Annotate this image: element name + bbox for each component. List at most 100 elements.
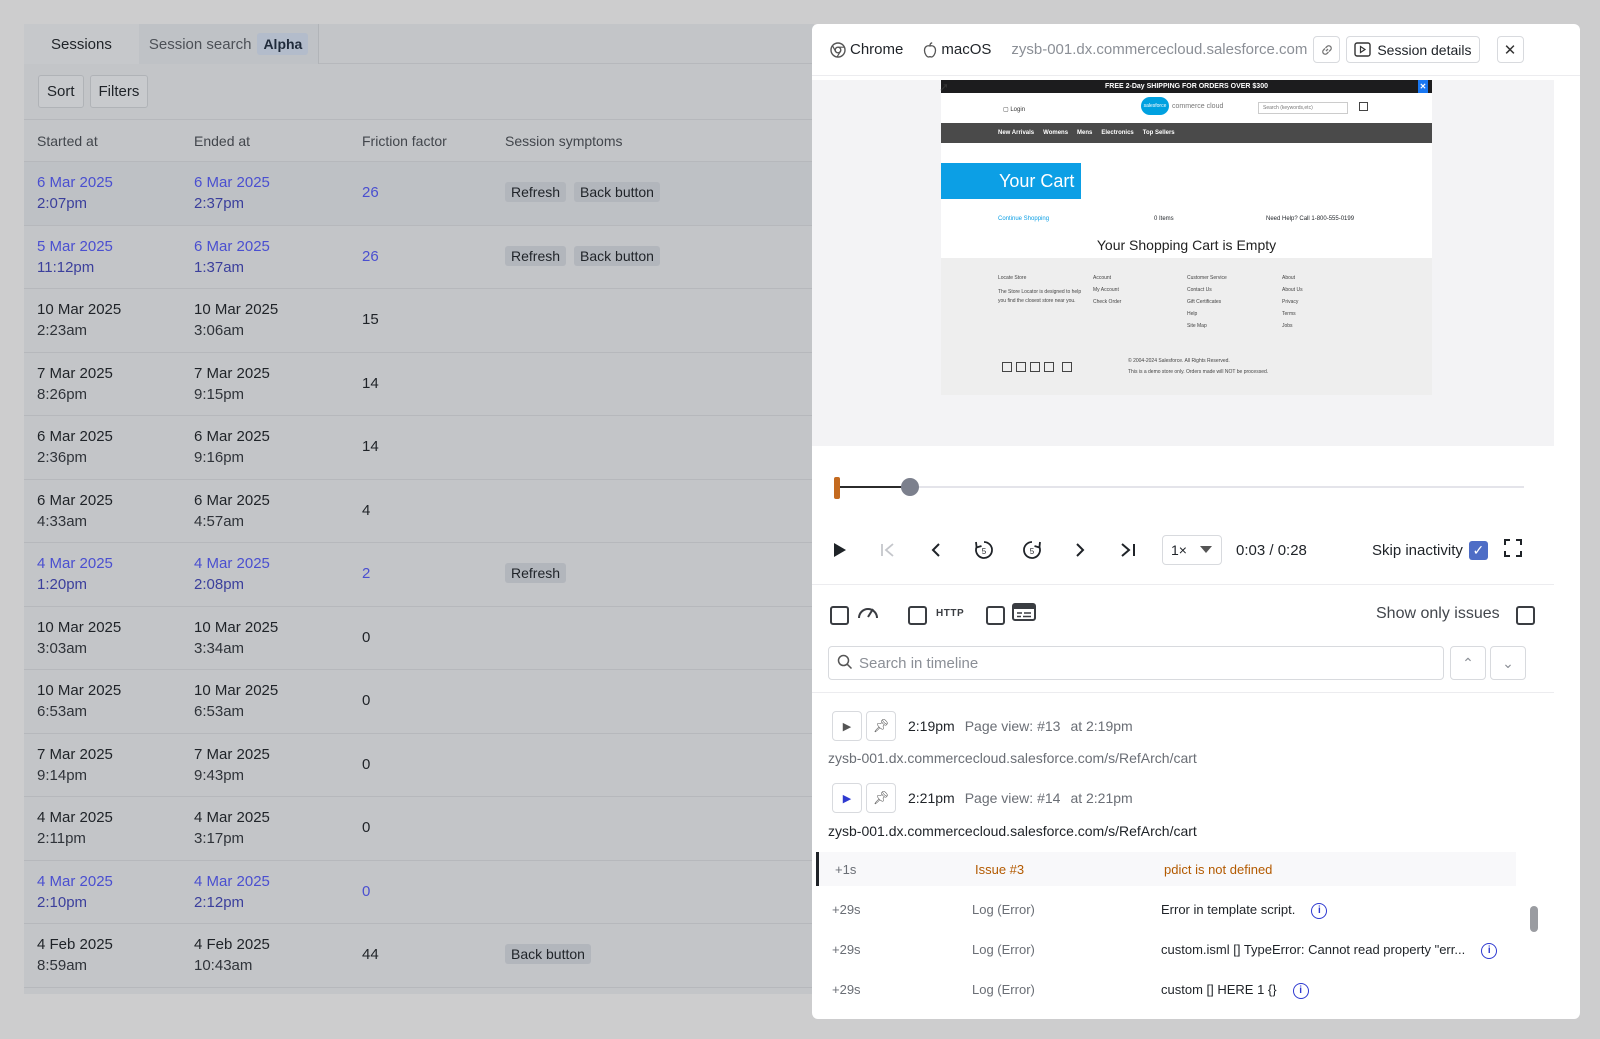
symptom-chip: Back button [505,944,591,964]
info-icon[interactable]: i [1311,902,1328,919]
timeline-search-input[interactable]: Search in timeline [828,646,1444,680]
end-date: 4 Mar 2025 [194,555,270,572]
tab-sessions[interactable]: Sessions [24,24,139,64]
timeline-event[interactable]: +29s Log (Error) Error in template scrip… [816,892,1516,926]
fullscreen-button[interactable] [1504,538,1522,562]
play-button[interactable] [828,538,852,562]
timeline-event[interactable]: +29s Log (Error) custom [] HERE 1 {} i [816,972,1516,1006]
filter-http-checkbox[interactable] [908,606,927,625]
filter-console-checkbox[interactable] [986,606,1005,625]
forward-5s-button[interactable]: 5 [1020,538,1044,562]
play-icon [834,543,846,557]
timeline-scrollbar[interactable] [1530,906,1538,932]
end-time: 9:43pm [194,766,245,784]
skip-inactivity-checkbox[interactable]: ✓ [1468,540,1488,560]
start-date: 10 Mar 2025 [37,301,122,318]
table-row[interactable]: 6 Mar 2025 2:36pm 6 Mar 2025 9:16pm 14 [24,416,814,480]
play-square-icon [1354,42,1372,57]
replay-scrubber[interactable] [834,472,1530,502]
table-row[interactable]: 10 Mar 2025 3:03am 10 Mar 2025 3:34am 0 [24,607,814,670]
tab-session-search[interactable]: Session search Alpha [138,24,320,64]
end-date: 4 Mar 2025 [194,872,270,890]
close-button[interactable]: ✕ [1496,36,1524,63]
event-offset: +29s [832,902,861,917]
table-row[interactable]: 10 Mar 2025 6:53am 10 Mar 2025 6:53am 0 [24,670,814,734]
timecode: 0:03 / 0:28 [1236,541,1307,559]
rewind-5s-button[interactable]: 5 [972,538,996,562]
timeline-event-issue[interactable]: +1s Issue #3 pdict is not defined [816,852,1516,886]
filter-performance-checkbox[interactable] [830,606,849,625]
play-icon: ▶ [842,720,852,733]
show-only-issues-toggle[interactable]: Show only issues [1376,605,1500,623]
replay-viewport[interactable]: FREE 2-Day SHIPPING FOR ORDERS OVER $300… [812,80,1554,446]
header-session-symptoms[interactable]: Session symptoms [505,132,623,149]
skip-inactivity-toggle[interactable]: Skip inactivity ✓ [1372,540,1488,560]
scrubber-track[interactable] [834,486,1524,488]
rewind-5-icon: 5 [975,541,993,559]
os-name: macOS [941,41,992,58]
footer-col-store: Locate Store The Store Locator is design… [998,272,1083,306]
pin-button[interactable]: 📌︎ [866,711,896,741]
chevron-up-icon: ⌃ [1462,654,1474,671]
start-time: 6:53am [37,703,88,720]
divider [812,584,1554,585]
speedometer-icon [856,602,880,628]
started-at-cell: 5 Mar 2025 11:12pm [37,236,113,278]
copy-link-button[interactable] [1313,36,1341,63]
next-event-button[interactable] [1068,538,1092,562]
filters-button[interactable]: Filters [89,75,149,108]
table-row[interactable]: 4 Feb 2025 8:59am 4 Feb 2025 10:43am 44 Back … [24,924,814,988]
end-time: 2:37pm [194,195,245,212]
pageview-play-button[interactable]: ▶ [832,783,862,813]
show-only-issues-label: Show only issues [1376,605,1500,622]
event-kind: Log (Error) [972,982,1035,997]
header-ended-at[interactable]: Ended at [194,132,251,149]
timeline-event[interactable]: +29s Log (Error) custom.isml [] TypeErro… [816,932,1516,966]
show-only-issues-checkbox[interactable] [1516,606,1535,625]
timeline-filters: HTTP Show only issues [812,596,1554,632]
table-row[interactable]: 10 Mar 2025 2:23am 10 Mar 2025 3:06am 15 [24,289,814,353]
search-next-button[interactable]: ⌄ [1490,646,1526,680]
table-row[interactable]: 4 Mar 2025 2:11pm 4 Mar 2025 3:17pm 0 [24,797,814,861]
table-row[interactable]: 7 Mar 2025 8:26pm 7 Mar 2025 9:15pm 14 [24,353,814,416]
start-date: 4 Feb 2025 [37,936,113,953]
symptoms-cell: Back button [505,944,591,964]
table-row[interactable]: 4 Mar 2025 1:20pm 4 Mar 2025 2:08pm 2 Refresh [24,543,814,607]
skip-to-end-button[interactable] [1116,538,1140,562]
player-controls: 5 5 1× 0:03 / 0:28 Skip inactivity ✓ [812,528,1554,572]
footer-col-account: Account My Account Check Order [1093,272,1178,308]
end-time: 3:17pm [194,830,245,847]
help-line: Need Help? Call 1-800-555-0199 [1266,216,1355,222]
previous-event-button[interactable] [924,538,948,562]
header-friction-factor[interactable]: Friction factor [362,132,447,149]
pageview-play-button[interactable]: ▶ [832,711,862,741]
pageview-time: 2:19pm [908,718,955,734]
end-time: 10:43am [194,957,253,974]
divider [812,692,1554,693]
table-row[interactable]: 4 Mar 2025 2:10pm 4 Mar 2025 2:12pm 0 [24,861,814,924]
event-message: pdict is not defined [1164,862,1273,877]
scrubber-progress [836,486,908,488]
friction-factor-cell: 15 [362,311,379,328]
start-date: 7 Mar 2025 [37,364,113,382]
header-started-at[interactable]: Started at [37,132,98,149]
info-icon[interactable]: i [1292,982,1309,999]
speed-select[interactable]: 1× [1162,535,1222,565]
sort-button[interactable]: Sort [38,75,84,108]
table-row[interactable]: 6 Mar 2025 4:33am 6 Mar 2025 4:57am 4 [24,480,814,543]
search-prev-button[interactable]: ⌃ [1450,646,1486,680]
table-row[interactable]: 6 Mar 2025 2:07pm 6 Mar 2025 2:37pm 26 Refres… [24,162,814,226]
scrubber-handle[interactable] [900,478,919,496]
ended-at-cell: 6 Mar 2025 4:57am [194,490,270,532]
skip-to-start-button[interactable] [876,538,900,562]
pageview-row: ▶ 📌︎ 2:19pm Page view: #13 at 2:19pm [832,710,1133,742]
pin-button[interactable]: 📌︎ [866,783,896,813]
event-message-wrap: custom [] HERE 1 {} i [1161,982,1309,999]
site-nav: New Arrivals Womens Mens Electronics Top… [941,123,1432,143]
session-details-button[interactable]: Session details [1346,36,1480,63]
info-icon[interactable]: i [1481,942,1498,959]
table-row[interactable]: 5 Mar 2025 11:12pm 6 Mar 2025 1:37am 26 Refre… [24,226,814,289]
start-time: 9:14pm [37,766,88,784]
end-time: 3:34am [194,639,245,657]
table-row[interactable]: 7 Mar 2025 9:14pm 7 Mar 2025 9:43pm 0 [24,734,814,797]
